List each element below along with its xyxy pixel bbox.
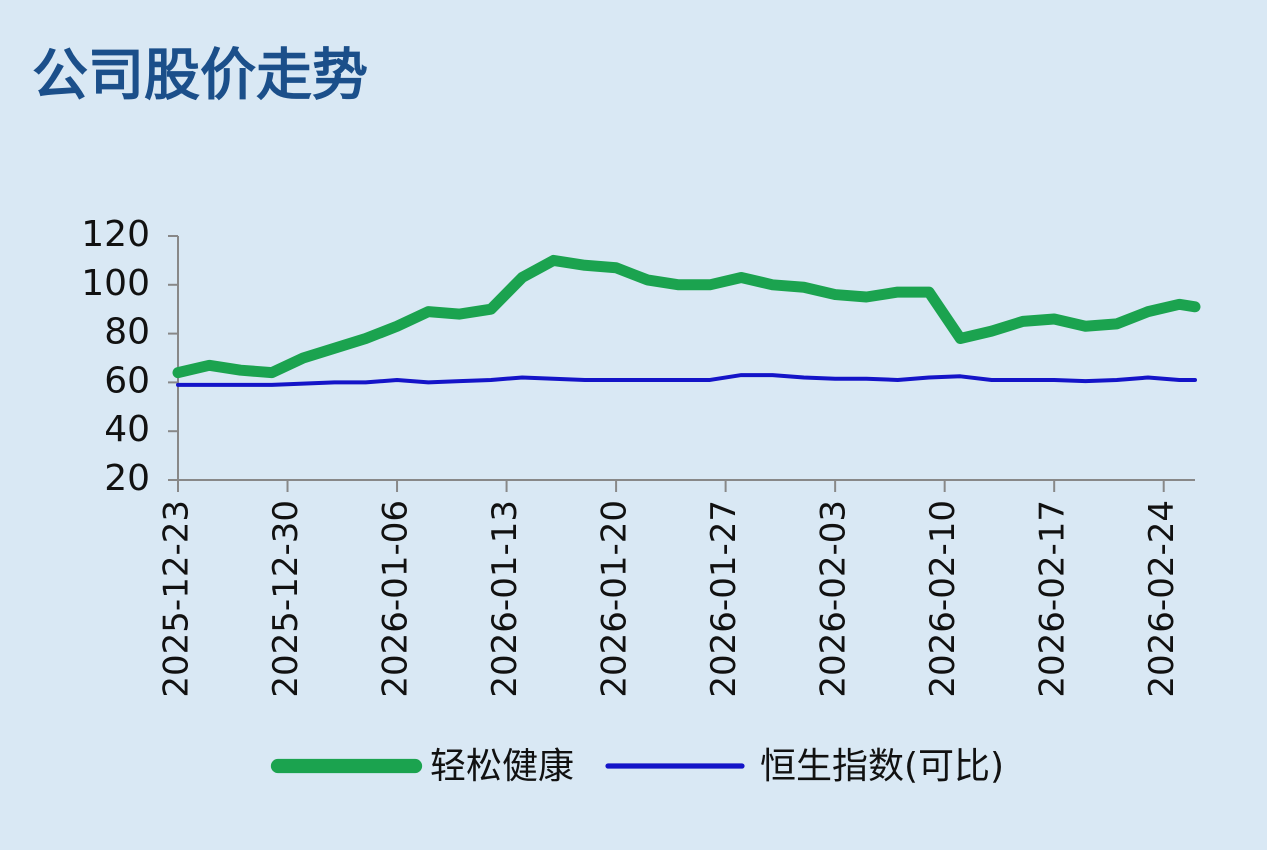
chart-title: 公司股价走势 [32,43,368,109]
x-tick-label: 2026-01-13 [485,500,525,698]
y-tick-label: 120 [81,214,150,255]
series-line [172,254,1201,379]
x-tick-label: 2026-01-27 [704,500,744,698]
y-tick-label: 100 [81,263,150,304]
legend-label: 恒生指数(可比) [760,746,1004,787]
x-tick-label: 2025-12-23 [157,500,197,698]
x-tick-label: 2026-01-06 [376,500,416,698]
x-tick-label: 2025-12-30 [266,500,306,698]
y-tick-label: 80 [104,312,150,353]
x-tick-label: 2026-02-03 [814,500,854,698]
x-tick-label: 2026-02-10 [923,500,963,698]
legend-label: 轻松健康 [430,746,574,787]
series-line [176,373,1197,387]
y-tick-label: 20 [104,458,150,499]
x-tick-label: 2026-02-17 [1033,500,1073,698]
y-tick-label: 40 [104,409,150,450]
x-tick-label: 2026-01-20 [595,500,635,698]
y-tick-label: 60 [104,360,150,401]
x-tick-label: 2026-02-24 [1142,500,1182,698]
